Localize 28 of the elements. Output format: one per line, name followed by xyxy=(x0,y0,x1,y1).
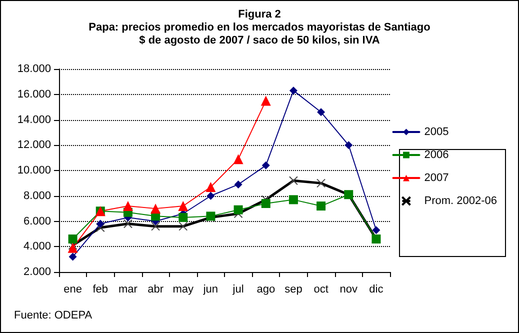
x-tick-label: jul xyxy=(232,284,244,296)
y-tick-label: 2.000 xyxy=(23,266,51,278)
x-tick-label: feb xyxy=(92,284,108,296)
x-tick-label: mar xyxy=(118,284,138,296)
x-tick-label: may xyxy=(172,284,194,296)
y-tick-label: 16.000 xyxy=(17,88,51,100)
x-tick-label: nov xyxy=(340,284,358,296)
x-tick-label: ene xyxy=(64,284,82,296)
x-tick-label: sep xyxy=(284,284,302,296)
legend-label: 2005 xyxy=(424,126,449,138)
x-tick-label: jun xyxy=(202,284,218,296)
y-tick-label: 12.000 xyxy=(17,139,51,152)
chart-subtitle: Papa: precios promedio en los mercados mayoristas de Santiago $ de agosto de 2007 / saco de 50 kilos, sin IVA xyxy=(88,22,431,46)
legend-label: 2006 xyxy=(424,149,449,161)
x-tick-label: oct xyxy=(314,284,328,296)
legend-label: Prom. 2002-06 xyxy=(424,195,498,207)
source-note: Fuente: ODEPA xyxy=(14,310,93,322)
y-tick-label: 14.000 xyxy=(17,114,51,126)
x-tick-label: ago xyxy=(256,284,276,296)
y-tick-label: 18.000 xyxy=(17,63,51,75)
x-tick-label: abr xyxy=(148,284,164,296)
y-tick-label: 4.000 xyxy=(23,240,51,253)
chart-title: Figura 2 xyxy=(238,8,281,20)
y-tick-label: 6.000 xyxy=(23,215,51,228)
legend-label: 2007 xyxy=(424,172,449,184)
y-tick-label: 10.000 xyxy=(17,164,51,176)
y-tick-label: 8.000 xyxy=(23,190,51,202)
x-tick-label: dic xyxy=(369,284,384,296)
